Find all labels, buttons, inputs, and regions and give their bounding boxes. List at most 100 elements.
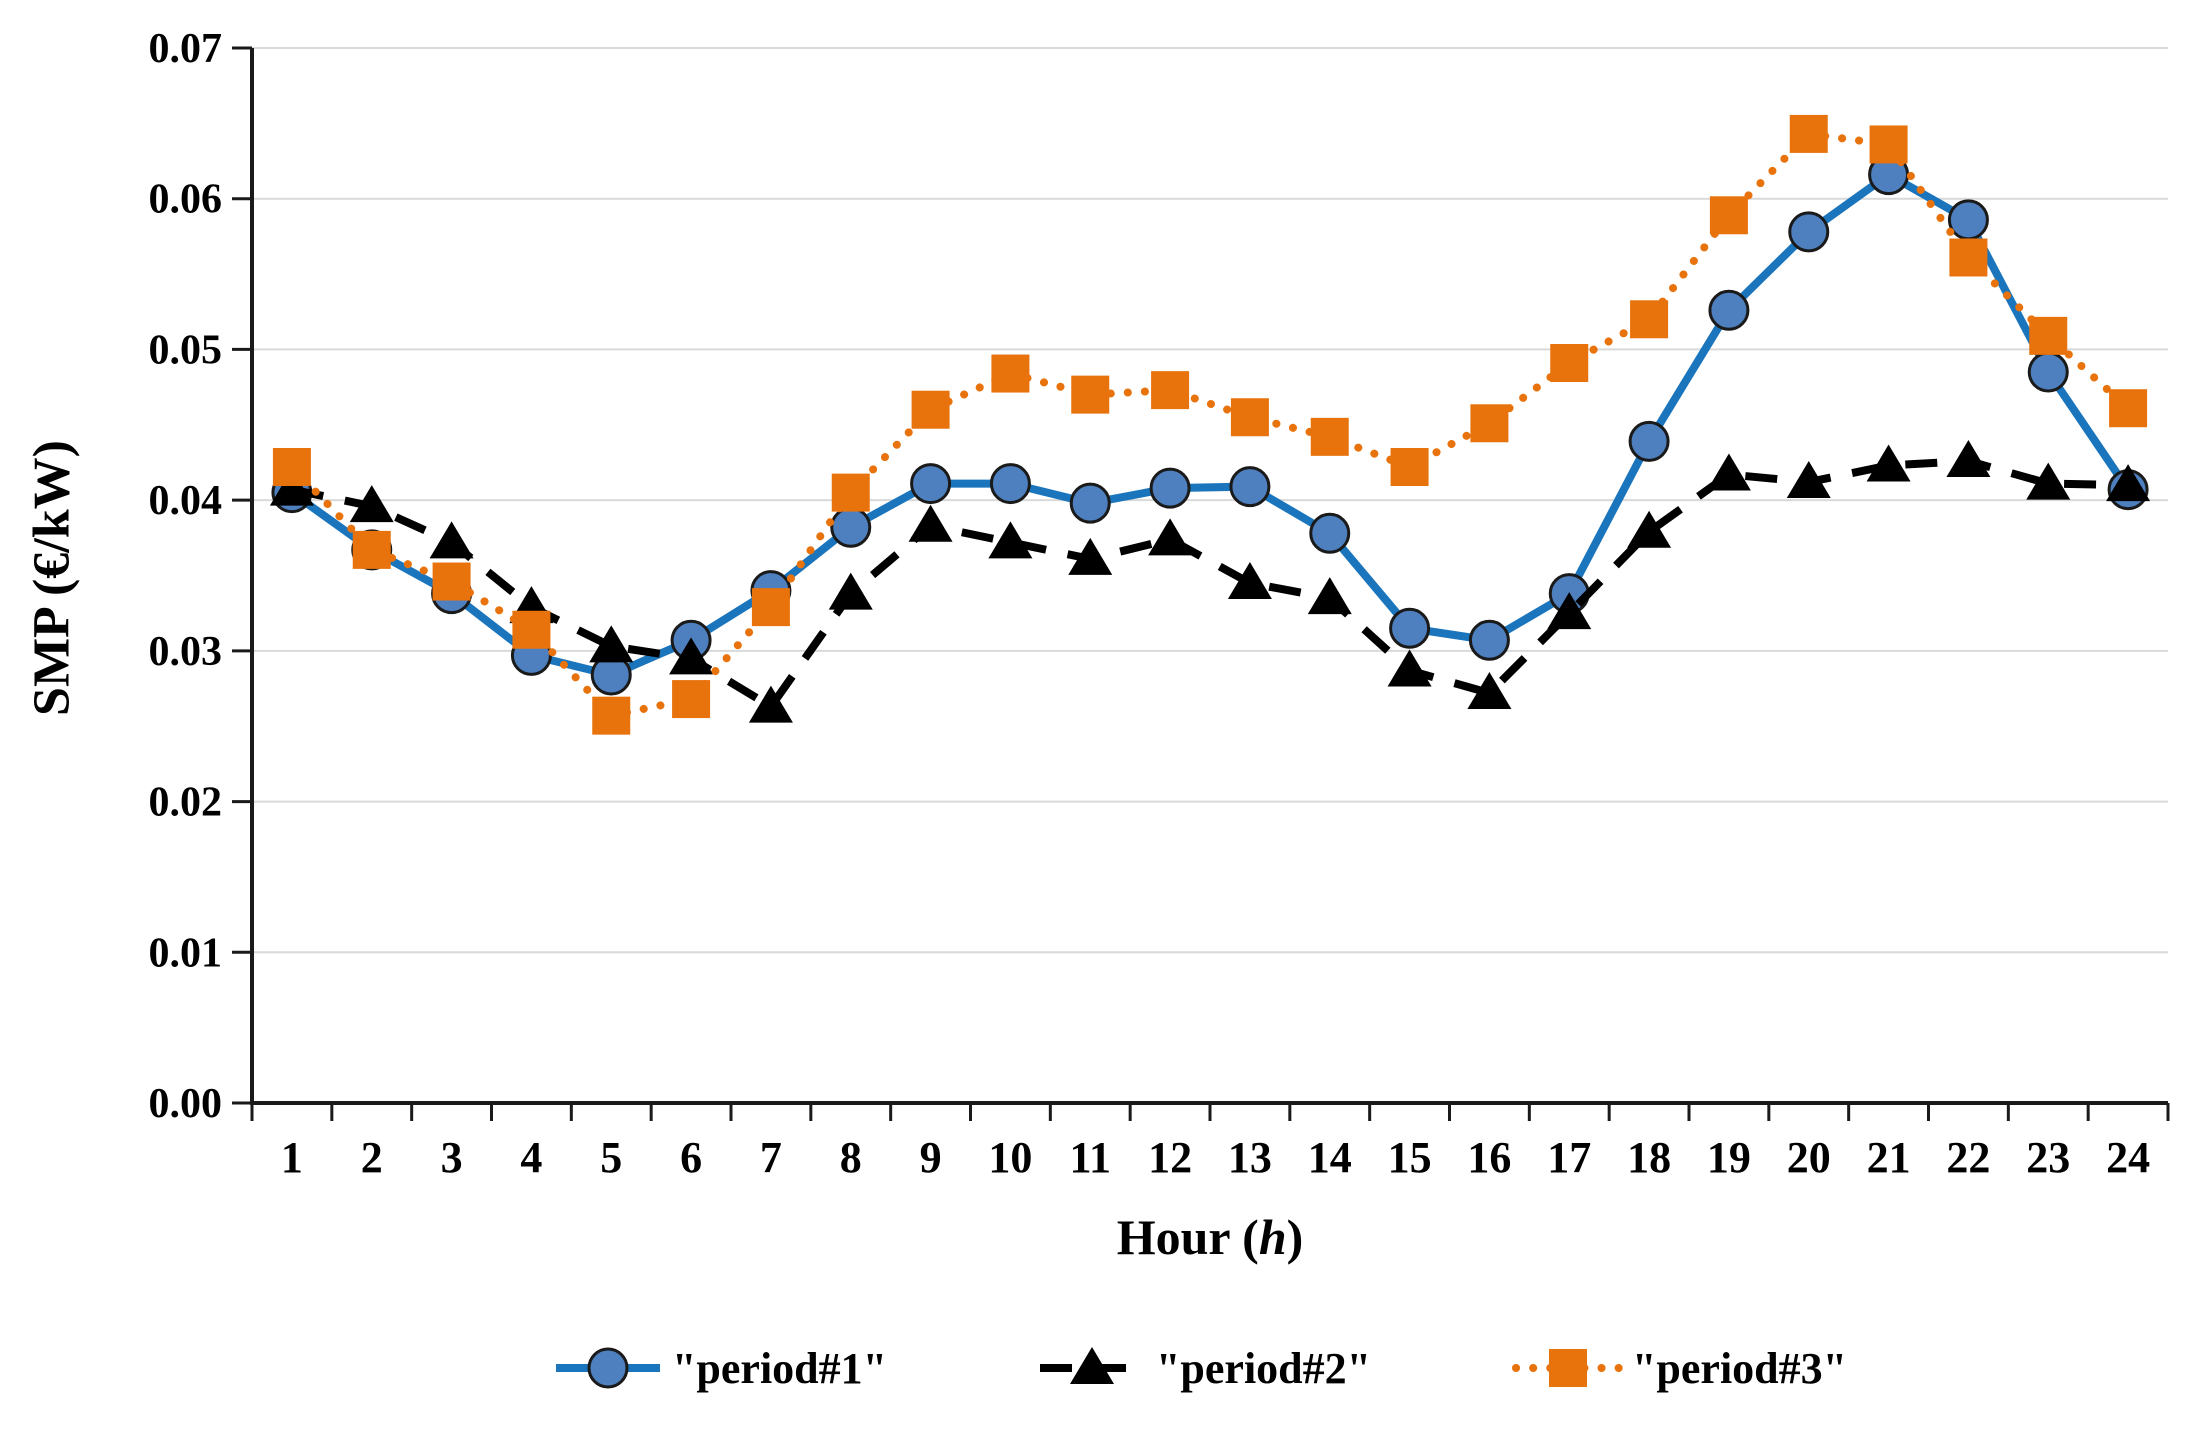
x-tick-label: 17 [1547,1133,1591,1182]
marker-circle [830,506,872,548]
x-axis-title: Hour (h) [252,1208,2168,1266]
marker-square [1869,125,1908,164]
x-tick-label: 6 [680,1133,702,1182]
marker-triangle [1227,562,1272,600]
axes [232,46,2170,1121]
marker-circle [1149,467,1191,509]
marker-circle [1468,619,1510,661]
marker-triangle [429,521,474,559]
y-tick-label: 0.02 [149,780,223,826]
legend-sample-period1 [556,1347,660,1389]
marker-circle [1947,199,1989,241]
y-tick-label: 0.06 [149,177,223,223]
marker-square [272,447,311,486]
marker-square [1310,417,1349,456]
y-tick-label: 0.05 [149,327,223,373]
marker-triangle [1307,577,1352,615]
marker-triangle [2026,462,2071,500]
marker-square [1390,447,1429,486]
y-axis-title-text: SMP (€/kW) [23,440,81,716]
y-axis-title: SMP (€/kW) [23,440,82,716]
x-tick-label: 22 [1946,1133,1990,1182]
marker-square [1470,404,1509,443]
marker-triangle [1706,453,1751,491]
legend-marker-circle [587,1347,629,1389]
x-tick-labels: 1 2 3 4 5 6 7 8 9 10 11 12 13 14 15 16 17 18 19 20 21 22 23 24 [281,1133,2150,1182]
marker-square [2109,389,2148,428]
x-tick-label: 20 [1787,1133,1831,1182]
legend-marker-triangle [1070,1347,1114,1384]
x-tick-label: 11 [1069,1133,1111,1182]
x-tick-label: 9 [920,1133,942,1182]
series-line-3 [287,129,2133,721]
x-tick-label: 3 [441,1133,463,1182]
x-tick-label: 1 [281,1133,303,1182]
marker-square [1630,300,1669,339]
y-tick-label: 0.01 [149,930,223,976]
marker-square [911,390,950,429]
x-tick-label: 7 [760,1133,782,1182]
x-tick-label: 24 [2106,1133,2150,1182]
y-tick-labels: 0.00 0.01 0.02 0.03 0.04 0.05 0.06 0.07 [149,26,223,1127]
marker-square [1071,375,1110,414]
x-tick-label: 14 [1308,1133,1352,1182]
marker-circle [910,463,952,505]
x-tick-label: 12 [1148,1133,1192,1182]
legend: "period#1" "period#2" "period#3" [0,1332,2204,1412]
x-tick-label: 8 [840,1133,862,1182]
marker-triangle [908,504,953,542]
legend-label-period3: "period#3" [1632,1343,1848,1393]
marker-triangle [1786,461,1831,499]
legend-item-period1: "period#1" [552,1332,887,1404]
marker-square [2029,316,2068,355]
marker-square [1949,238,1988,277]
marker-circle [1628,420,1670,462]
series-line-2 [291,456,2129,712]
marker-circle [1708,289,1750,331]
legend-label-period1: "period#1" [672,1343,888,1393]
legend-sample-period2 [1040,1347,1144,1384]
series-line-1 [289,169,2132,680]
marker-triangle [349,485,394,523]
marker-circle [1229,466,1271,508]
y-tick-label: 0.04 [149,478,223,524]
marker-triangle [1387,649,1432,687]
legend-marker-square [1549,1349,1587,1387]
marker-triangle [2106,464,2151,502]
marker-square [432,562,471,601]
marker-triangle [1547,592,1592,630]
series-2 [269,439,2151,723]
legend-item-period3: "period#3" [1512,1332,1847,1404]
legend-item-period2: "period#2" [1036,1332,1371,1404]
marker-circle [1788,211,1830,253]
marker-circle [1069,482,1111,524]
marker-square [352,530,391,569]
x-tick-label: 4 [520,1133,542,1182]
marker-triangle [1627,510,1672,548]
x-axis-title-italic-h: h [1258,1209,1287,1265]
y-tick-label: 0.03 [149,629,223,675]
x-tick-label: 15 [1388,1133,1432,1182]
marker-triangle [1866,444,1911,482]
marker-square [1230,398,1269,437]
marker-square [991,354,1030,393]
marker-triangle [988,521,1033,559]
x-tick-label: 13 [1228,1133,1272,1182]
marker-square [1789,114,1828,153]
x-tick-label: 2 [361,1133,383,1182]
x-tick-label: 18 [1627,1133,1671,1182]
x-tick-label: 19 [1707,1133,1751,1182]
marker-triangle [828,572,873,610]
x-tick-label: 16 [1467,1133,1511,1182]
marker-triangle [1068,537,1113,575]
marker-square [751,588,790,627]
y-tick-label: 0.00 [149,1081,223,1127]
legend-sample-period3 [1512,1349,1624,1387]
marker-square [1550,343,1589,382]
marker-triangle [589,625,634,663]
marker-circle [2027,351,2069,393]
marker-square [592,696,631,735]
y-tick-label: 0.07 [149,26,223,72]
marker-triangle [1148,518,1193,556]
